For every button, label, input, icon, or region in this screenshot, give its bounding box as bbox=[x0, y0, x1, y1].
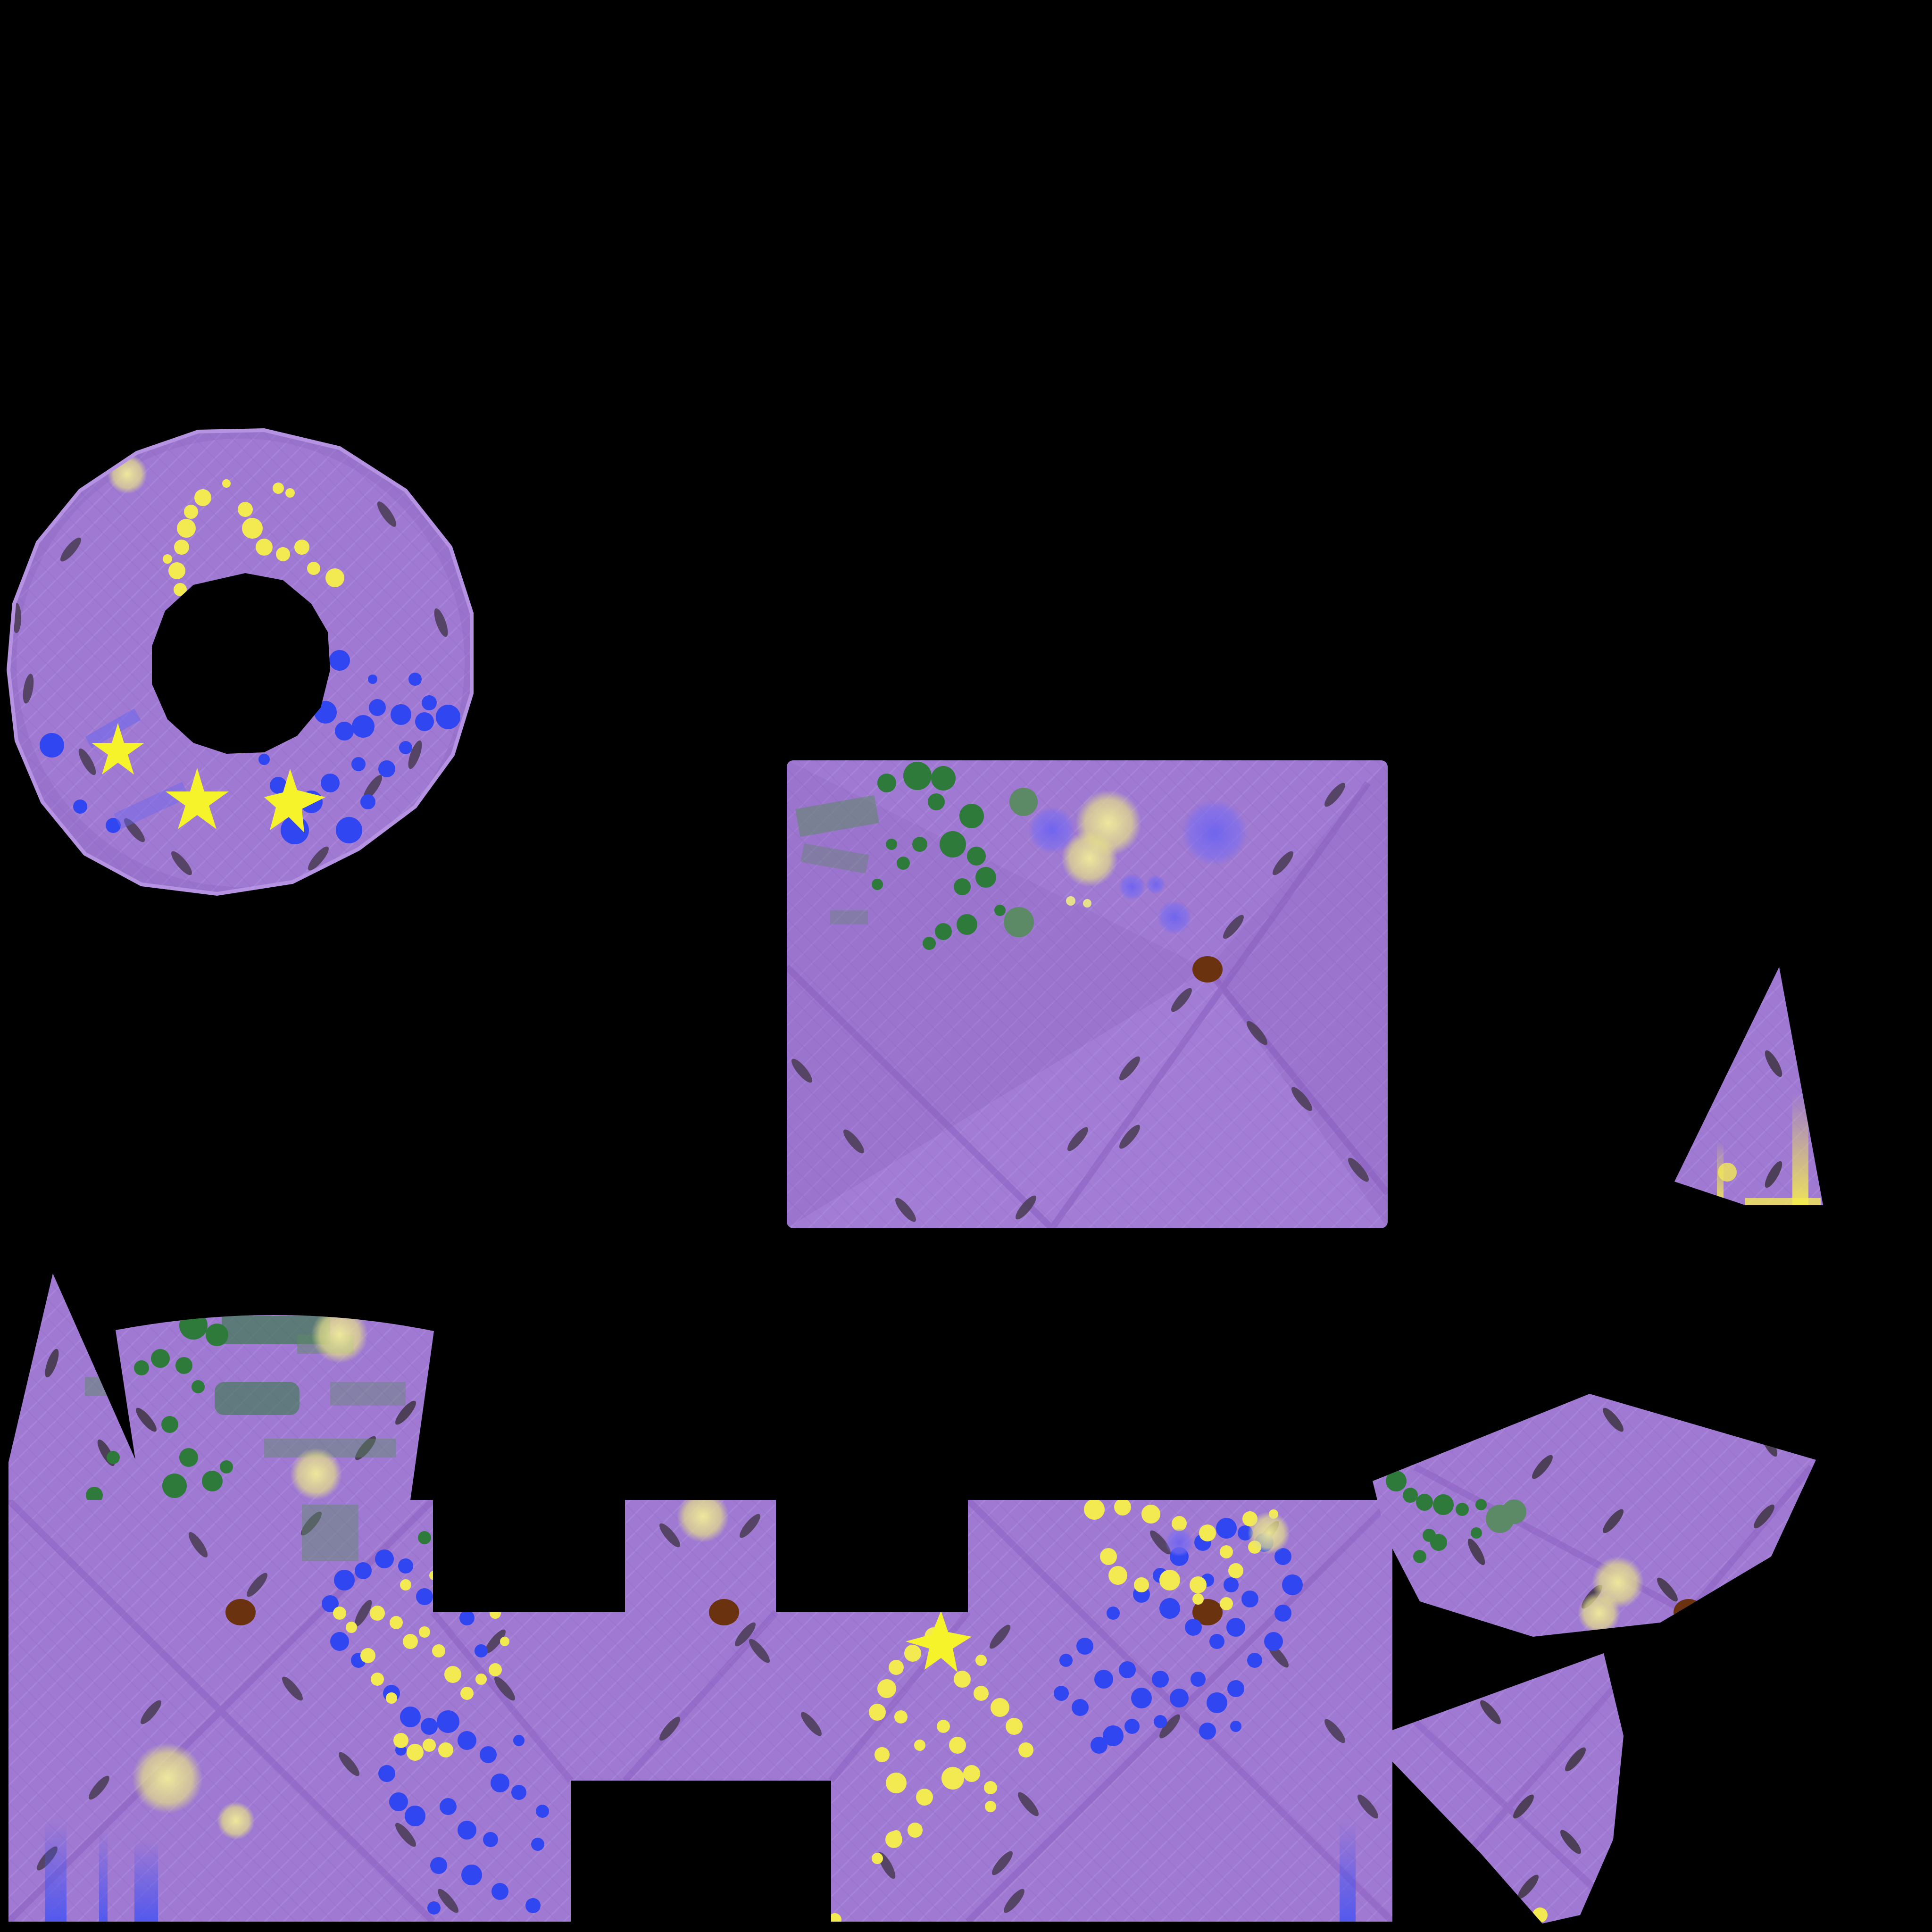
button-decal bbox=[709, 1599, 739, 1625]
green-paint-splash bbox=[1386, 1471, 1526, 1563]
stitch-marks bbox=[791, 783, 1369, 1222]
trapezoid-island bbox=[116, 1315, 434, 1500]
button-decal bbox=[1192, 1599, 1223, 1625]
ring-island-outline bbox=[6, 428, 474, 896]
green-paint-splash bbox=[872, 762, 1038, 950]
blue-paint-drip bbox=[45, 1821, 1356, 1922]
blue-paint-splash bbox=[1028, 799, 1248, 934]
yellow-paint-splash bbox=[869, 1627, 1033, 1864]
star-decal bbox=[92, 723, 325, 833]
green-paint-splash bbox=[134, 1315, 233, 1498]
yellow-paint-splash bbox=[1061, 790, 1141, 908]
button-decal bbox=[225, 1599, 256, 1625]
button-decal bbox=[1192, 956, 1223, 983]
yellow-paint-splash bbox=[1084, 1500, 1278, 1610]
yellow-paint-drip bbox=[1792, 1094, 1808, 1205]
quilt-seams bbox=[787, 781, 1388, 1228]
top-rect-island bbox=[787, 760, 1388, 1228]
star-decal bbox=[906, 1611, 972, 1672]
